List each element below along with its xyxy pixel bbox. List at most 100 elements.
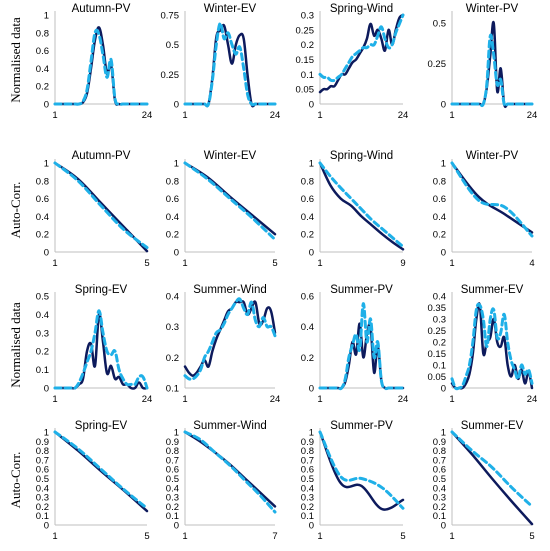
y-tick-label: 0.4 [166, 483, 179, 494]
y-tick-label: 0.6 [301, 292, 314, 303]
y-tick-label: 0.2 [301, 40, 314, 51]
series-line-light [450, 430, 534, 508]
series-line-light [318, 302, 405, 391]
x-tick-label: 24 [527, 394, 538, 405]
y-tick-label: 1 [441, 428, 446, 439]
y-tick-label: 0.3 [301, 493, 314, 504]
y-tick-label: 0.5 [36, 292, 49, 303]
y-tick-label: 0 [309, 248, 314, 259]
y-tick-label: 0.5 [433, 19, 446, 30]
y-tick-label: 0.4 [36, 212, 49, 223]
x-tick-label: 1 [317, 531, 322, 542]
y-tick-label: 0.6 [36, 465, 49, 476]
x-tick-label: 1 [449, 394, 454, 405]
chart-title: Autumn-PV [72, 3, 131, 15]
chart-title: Spring-EV [75, 420, 128, 432]
series-line-light [183, 297, 277, 381]
y-tick-label: 0 [441, 384, 446, 395]
chart-title: Summer-Wind [193, 284, 266, 296]
y-tick-label: 0 [44, 100, 49, 111]
y-tick-label: 0.2 [166, 502, 179, 513]
chart-panel: Summer-PV 0 0.2 0.4 0.6 1 24 [301, 284, 409, 405]
y-tick-label: 0.9 [433, 437, 446, 448]
y-tick-label: 0.9 [301, 437, 314, 448]
y-tick-label: 0.5 [36, 474, 49, 485]
x-tick-label: 24 [398, 394, 409, 405]
y-tick-label: 0 [441, 521, 446, 532]
chart-panel: Winter-EV 0 0.25 0.5 0.75 1 24 [161, 3, 281, 121]
x-tick-label: 24 [398, 110, 409, 121]
y-tick-label: 1 [44, 159, 49, 170]
x-tick-label: 24 [527, 110, 538, 121]
chart-title: Winter-PV [466, 3, 519, 15]
y-tick-label: 0.9 [36, 437, 49, 448]
chart-title: Spring-EV [75, 284, 128, 296]
y-tick-label: 0.7 [301, 455, 314, 466]
y-tick-label: 0.4 [301, 322, 314, 333]
x-tick-label: 4 [529, 258, 534, 269]
chart-panel: Autumn-PV 0 0.2 0.4 0.6 0.8 1 1 5 [36, 150, 150, 269]
x-tick-label: 1 [317, 394, 322, 405]
series-line-light [318, 161, 405, 249]
chart-panel: Spring-Wind 0 0.05 0.1 0.15 0.2 0.25 0.3 1 24 [296, 3, 409, 121]
y-tick-label: 0.8 [433, 446, 446, 457]
x-tick-label: 1 [449, 110, 454, 121]
y-tick-label: 0.1 [166, 511, 179, 522]
y-tick-label: 0.1 [36, 365, 49, 376]
x-tick-label: 1 [182, 531, 187, 542]
y-tick-label: 0.8 [36, 446, 49, 457]
y-tick-label: 0.7 [36, 455, 49, 466]
chart-panel: Winter-PV 0 0.2 0.4 0.6 0.8 1 1 4 [433, 150, 535, 269]
chart-title: Winter-EV [204, 3, 257, 15]
chart-title: Winter-EV [204, 150, 257, 162]
x-tick-label: 24 [142, 394, 153, 405]
y-tick-label: 0.4 [36, 483, 49, 494]
y-tick-label: 0.4 [301, 483, 314, 494]
series-line-light [183, 430, 277, 514]
y-tick-label: 0.4 [36, 64, 49, 75]
y-tick-label: 0.8 [166, 176, 179, 187]
chart-title: Autumn-PV [72, 150, 131, 162]
x-tick-label: 5 [529, 531, 534, 542]
y-tick-label: 0 [309, 100, 314, 111]
series-line-dark [318, 161, 405, 251]
y-tick-label: 0.3 [36, 493, 49, 504]
chart-panel: Summer-Wind 0.1 0.2 0.3 0.4 1 24 [166, 284, 281, 405]
chart-title: Summer-PV [330, 420, 393, 432]
y-tick-label: 0.05 [428, 372, 447, 383]
x-tick-label: 5 [272, 258, 277, 269]
y-tick-label: 0.2 [433, 338, 446, 349]
series-line-light [183, 161, 277, 242]
chart-title: Summer-EV [461, 284, 524, 296]
y-tick-label: 0.7 [433, 455, 446, 466]
y-tick-label: 1 [44, 428, 49, 439]
series-line-dark [318, 13, 405, 94]
y-tick-label: 0.4 [166, 292, 179, 303]
y-tick-label: 1 [309, 428, 314, 439]
y-tick-label: 0 [44, 248, 49, 259]
series-line-dark [183, 161, 277, 236]
y-tick-label: 0.2 [36, 82, 49, 93]
y-tick-label: 0.5 [166, 40, 179, 51]
y-tick-label: 0.05 [296, 85, 315, 96]
y-tick-label: 0.2 [301, 230, 314, 241]
chart-panel: Autumn-PV 0 0.2 0.4 0.6 0.8 1 1 24 [36, 3, 153, 121]
series-line-dark [318, 430, 405, 511]
y-tick-label: 0.25 [428, 326, 447, 337]
y-tick-label: 0.2 [301, 353, 314, 364]
chart-panel: Summer-Wind00.10.20.30.40.50.60.70.80.91… [166, 420, 278, 542]
y-tick-label: 0.35 [428, 303, 447, 314]
chart-panel: Winter-PV 0 0.25 0.5 1 24 [428, 3, 538, 121]
x-tick-label: 1 [317, 258, 322, 269]
row-label: Normalised data [8, 17, 23, 103]
x-tick-label: 1 [182, 394, 187, 405]
series-line-light [53, 161, 149, 250]
y-tick-label: 0.1 [433, 361, 446, 372]
series-line-light [318, 13, 405, 83]
y-tick-label: 0.8 [36, 176, 49, 187]
x-tick-label: 24 [270, 394, 281, 405]
y-tick-label: 0.8 [301, 176, 314, 187]
y-tick-label: 0.1 [301, 70, 314, 81]
